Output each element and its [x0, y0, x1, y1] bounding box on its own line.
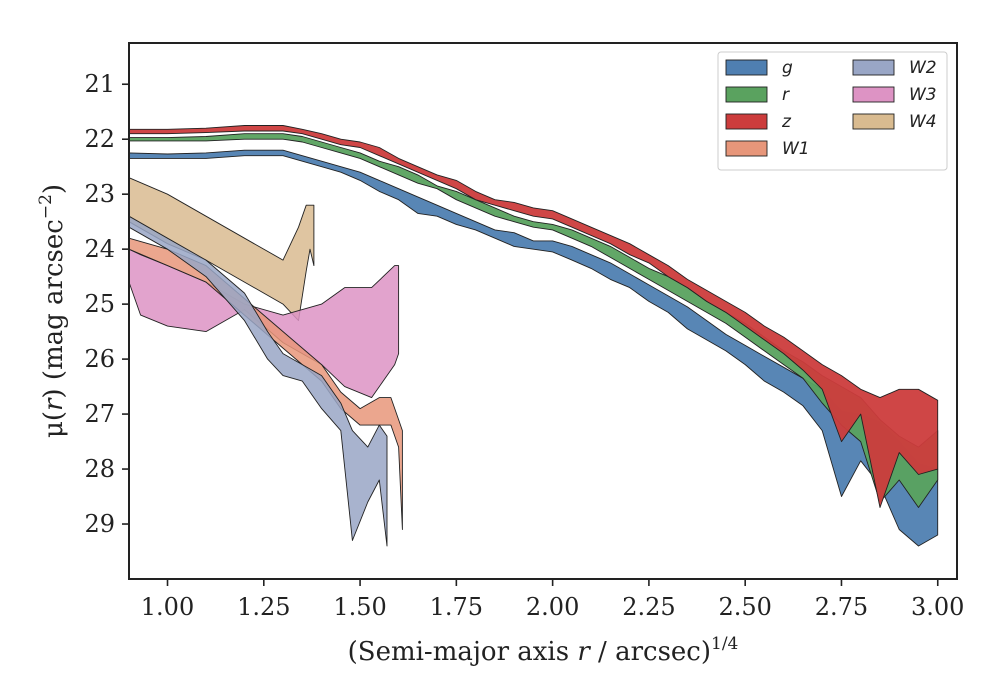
legend: grz W1 W2 W3 W4 [717, 51, 948, 171]
x-tick-label: 3.00 [911, 593, 964, 621]
x-tick-label: 2.25 [622, 593, 675, 621]
x-tick-label: 2.75 [815, 593, 868, 621]
legend-items: grz W1 W2 W3 W4 [725, 58, 937, 159]
legend-label-g: g [782, 58, 793, 78]
legend-label-z: z [781, 112, 792, 132]
x-tick-label: 2.00 [526, 593, 579, 621]
x-tick-label: 1.50 [333, 593, 386, 621]
legend-label-w1: W1 [782, 139, 810, 159]
legend-box [717, 51, 948, 171]
x-tick-label: 1.25 [237, 593, 290, 621]
band-r [128, 133, 939, 508]
legend-swatch-z [725, 113, 768, 130]
legend-swatch-r [725, 86, 768, 103]
profile-bands [128, 125, 939, 547]
x-tick-label: 2.50 [718, 593, 771, 621]
legend-swatch-g [725, 59, 768, 76]
y-tick-label: 26 [84, 345, 115, 373]
legend-swatch-w4 [852, 113, 895, 130]
x-tick-label: 1.00 [141, 593, 194, 621]
legend-label-w2: W2 [909, 58, 937, 78]
legend-label-r: r [782, 85, 790, 105]
legend-swatch-w1 [725, 140, 768, 157]
y-tick-label: 29 [84, 510, 115, 538]
y-tick-label: 27 [84, 400, 115, 428]
band-w2 [128, 215, 388, 547]
y-axis-ticks: 21 22 23 24 25 26 27 28 29 [84, 70, 129, 538]
x-axis-ticks: 1.00 1.25 1.50 1.75 2.00 2.25 2.50 2.75 3.00 [141, 579, 964, 621]
legend-label-w4: W4 [909, 112, 937, 132]
y-axis-label: μ(r) (mag arcsec−2) [36, 184, 69, 438]
plot-frame [128, 42, 958, 580]
legend-swatch-w2 [852, 59, 895, 76]
x-tick-label: 1.75 [430, 593, 483, 621]
band-z [128, 125, 939, 508]
y-tick-label: 24 [84, 235, 115, 263]
x-axis-label: (Semi-major axis r / arcsec)1/4 [348, 634, 739, 667]
y-tick-label: 25 [84, 290, 115, 318]
legend-label-w3: W3 [909, 85, 937, 105]
y-tick-label: 22 [84, 125, 115, 153]
y-tick-label: 28 [84, 455, 115, 483]
y-tick-label: 23 [84, 180, 115, 208]
y-tick-label: 21 [84, 70, 115, 98]
legend-swatch-w3 [852, 86, 895, 103]
band-g [128, 149, 939, 547]
